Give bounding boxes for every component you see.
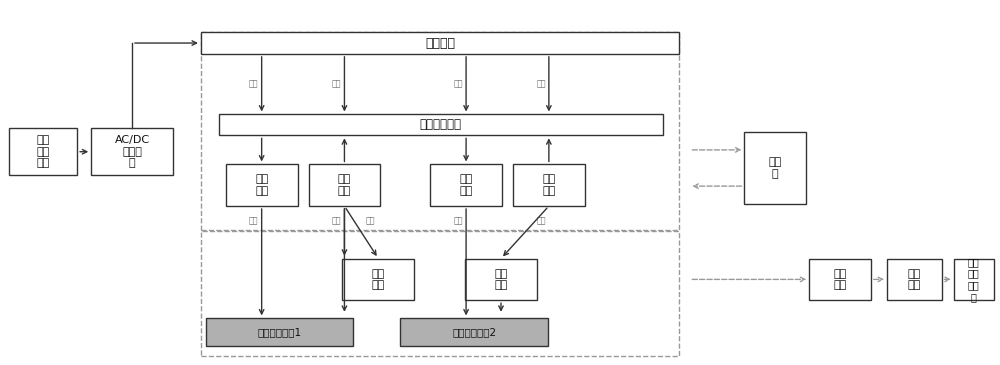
Text: 放电: 放电 xyxy=(536,80,546,89)
Text: 充电: 充电 xyxy=(453,216,463,225)
Text: 待测智能电池2: 待测智能电池2 xyxy=(452,327,496,337)
Text: 通信
模块: 通信 模块 xyxy=(908,269,921,290)
Text: 电子
负载: 电子 负载 xyxy=(372,269,385,290)
Bar xyxy=(201,32,679,230)
Text: 放电: 放电 xyxy=(536,216,546,225)
Text: 放电
模块: 放电 模块 xyxy=(542,174,555,196)
Text: 控制
器: 控制 器 xyxy=(769,157,782,179)
Text: 电流总线: 电流总线 xyxy=(425,36,455,50)
Bar xyxy=(219,114,663,135)
Bar xyxy=(465,258,537,300)
Text: 储能
模块: 储能 模块 xyxy=(494,269,508,290)
Bar xyxy=(226,164,298,206)
Text: 放电: 放电 xyxy=(366,216,375,225)
Text: 放电
模块: 放电 模块 xyxy=(338,174,351,196)
Text: 充电
模块: 充电 模块 xyxy=(255,174,268,196)
Bar xyxy=(744,132,806,204)
Text: 多路开关模块: 多路开关模块 xyxy=(420,118,462,131)
Bar xyxy=(309,164,380,206)
Bar xyxy=(201,32,679,54)
Text: 放电: 放电 xyxy=(332,80,341,89)
Bar xyxy=(430,164,502,206)
Bar xyxy=(201,231,679,356)
Text: 上位
机显
示模
块: 上位 机显 示模 块 xyxy=(968,257,980,302)
Text: 充电: 充电 xyxy=(453,80,463,89)
Text: 采样
模块: 采样 模块 xyxy=(833,269,847,290)
Bar xyxy=(91,128,173,175)
Text: 单独
供电
模块: 单独 供电 模块 xyxy=(37,135,50,168)
Text: 放电: 放电 xyxy=(332,216,341,225)
Text: AC/DC
整流模
块: AC/DC 整流模 块 xyxy=(114,135,150,168)
Text: 待测智能电池1: 待测智能电池1 xyxy=(258,327,302,337)
Bar xyxy=(400,318,548,346)
Bar xyxy=(513,164,585,206)
Text: 充电
模块: 充电 模块 xyxy=(459,174,473,196)
Bar xyxy=(206,318,353,346)
Text: 充电: 充电 xyxy=(249,216,258,225)
Bar xyxy=(887,258,942,300)
Bar xyxy=(809,258,871,300)
Bar xyxy=(9,128,77,175)
Bar xyxy=(954,258,994,300)
Text: 充电: 充电 xyxy=(249,80,258,89)
Bar xyxy=(342,258,414,300)
